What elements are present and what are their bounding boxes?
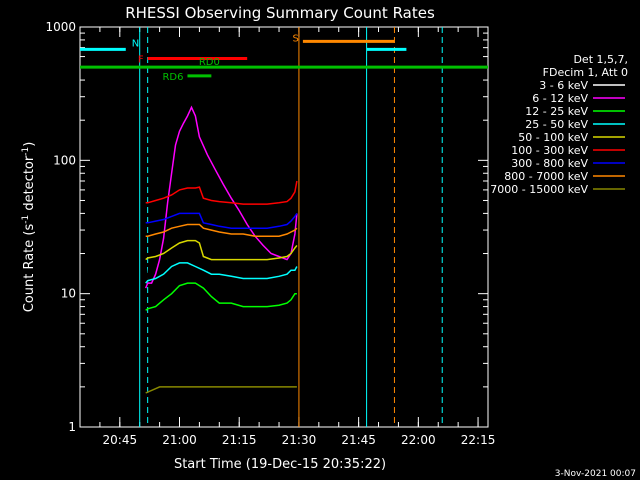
legend-label: 100 - 300 keV [511,144,588,157]
series-line-1 [145,105,298,289]
x-tick-label: 21:15 [222,433,257,447]
x-tick-label: 21:00 [162,433,197,447]
legend-label: 25 - 50 keV [525,118,588,131]
y-label-part3: ) [22,142,37,147]
x-tick-label: 22:15 [461,433,496,447]
x-tick-label: 22:00 [401,433,436,447]
plot-area: 1 10 100 1000 20:45 21:00 21:15 21:30 21:45 22:00… [45,20,495,447]
y-label-part1: Count Rate (s [22,224,37,313]
y-axis-label: Count Rate (s-1 detector-1) [21,142,37,313]
legend-label: 6 - 12 keV [532,92,588,105]
x-tick-label: 21:30 [282,433,317,447]
series-line-3 [145,262,298,284]
flag-label-s: S [293,33,299,44]
flag-label-rd0: RD0 [199,57,220,68]
chart-title: RHESSI Observing Summary Count Rates [125,4,435,22]
legend-label: 7000 - 15000 keV [490,183,588,196]
y-label-part2: detector [22,155,37,215]
legend-label: 50 - 100 keV [518,131,588,144]
date-stamp: 3-Nov-2021 00:07 [555,469,636,479]
y-tick-label: 1000 [45,20,76,34]
series-line-7 [145,223,298,237]
series-line-6 [145,212,298,229]
legend-header-detectors: Det 1,5,7, [573,53,628,66]
series-line-0 [144,146,298,289]
y-label-sup1: -1 [21,215,31,224]
legend-label: 12 - 25 keV [525,105,588,118]
series-line-8 [145,386,297,394]
y-tick-label: 1 [68,420,76,434]
x-tick-label: 21:45 [341,433,376,447]
flag-label-rd6: RD6 [162,72,183,83]
y-tick-label: 10 [61,287,76,301]
flag-label-f: F [138,55,144,66]
plot-frame [79,26,489,428]
flag-label-n: N [132,38,139,49]
x-axis-label: Start Time (19-Dec-15 20:35:22) [174,457,386,472]
x-tick-label: 20:45 [103,433,138,447]
legend-label: 800 - 7000 keV [504,170,588,183]
y-label-sup2: -1 [21,147,31,156]
legend-label: 300 - 800 keV [511,157,588,170]
series-line-5 [145,180,298,205]
series-line-2 [145,282,297,311]
series-line-4 [145,239,298,261]
legend-label: 3 - 6 keV [539,79,588,92]
legend-header-decimation: FDecim 1, Att 0 [543,66,628,79]
y-tick-label: 100 [53,153,76,167]
